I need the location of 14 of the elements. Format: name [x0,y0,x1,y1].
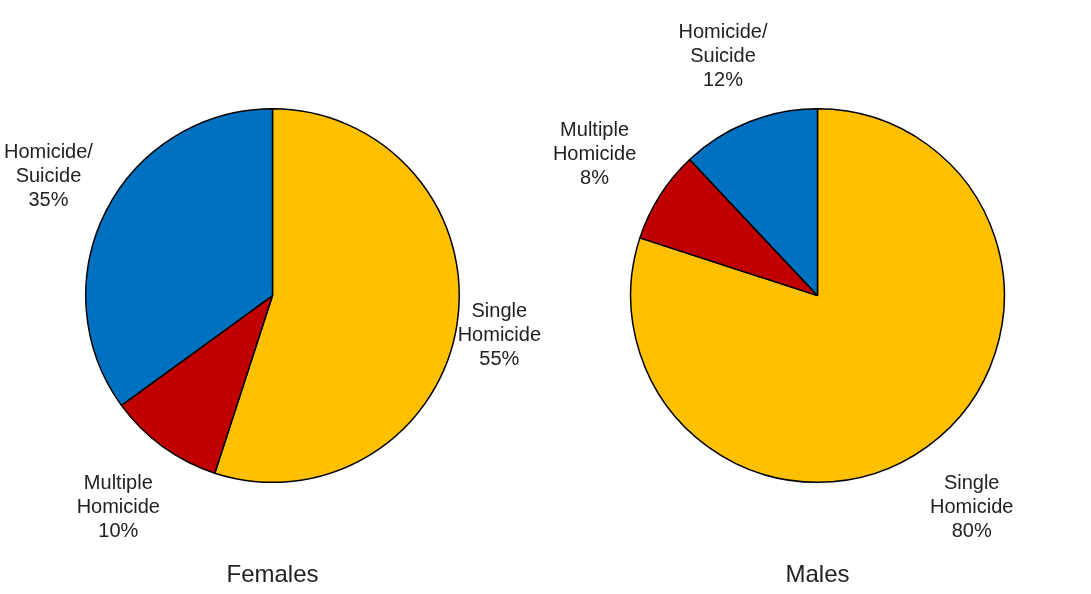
data-label: 55% [479,347,520,370]
data-label: 12% [702,68,744,91]
data-label: 80% [951,519,992,542]
slice-label: Homicide/ Suicide [4,139,94,186]
text: Females [226,560,319,588]
slice-label: Multiple Homicide [76,471,160,518]
slice-label: Single Homicide [457,299,541,346]
data-label: 8% [580,165,610,188]
slice-label: Multiple Homicide [552,117,637,164]
data-label: 10% [98,519,139,542]
slice-label: Homicide/ Suicide [678,20,768,67]
text: Males [785,560,850,588]
data-label: 35% [28,187,69,210]
slice-label: Single Homicide [930,471,1014,518]
